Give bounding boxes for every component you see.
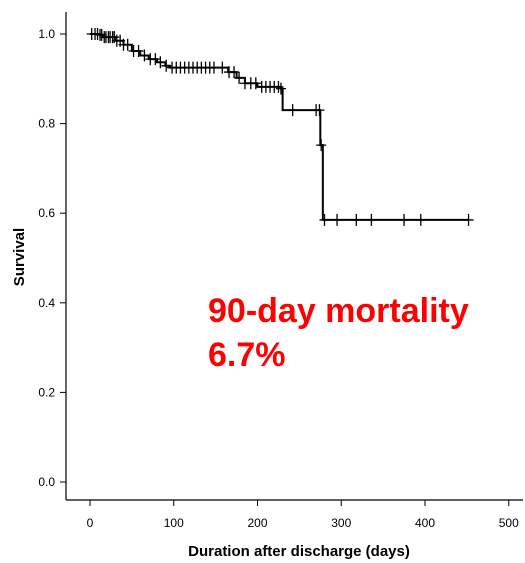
censor-mark [155,56,166,69]
censor-mark [92,28,103,40]
censor-mark [217,61,228,74]
censor-mark [351,213,362,226]
censor-mark [463,213,474,226]
censor-mark [96,28,107,41]
censor-mark [316,139,327,152]
censor-mark [150,53,161,66]
x-axis-title: Duration after discharge (days) [188,543,410,560]
x-tick-label: 100 [164,516,184,530]
y-tick-label: 0.2 [38,385,55,399]
censor-mark [122,38,133,51]
censor-mark [319,213,330,226]
series-layer [86,28,474,226]
censor-mark [273,80,284,93]
y-tick-label: 1.0 [38,27,55,41]
mortality-annotation-line2: 6.7% [208,336,286,374]
censor-mark [229,66,240,79]
censor-mark [250,77,261,90]
x-tick-label: 200 [247,516,267,530]
x-tick-label: 500 [499,516,519,530]
y-ticks: 0.0 0.2 0.4 0.6 0.8 1.0 [38,27,66,489]
mortality-annotation-line1: 90-day mortality [208,292,469,330]
censor-mark [275,82,286,95]
y-tick-label: 0.8 [38,117,55,131]
censor-mark [139,49,150,62]
x-ticks: 0 100 200 300 400 500 [87,500,519,530]
censor-mark [332,213,343,226]
survival-step-line [90,33,469,221]
x-tick-label: 300 [331,516,351,530]
y-tick-label: 0.6 [38,206,55,220]
censor-mark [133,45,144,58]
x-tick-label: 400 [415,516,435,530]
censor-mark [366,213,377,226]
censor-mark [314,104,325,117]
censor-mark [234,71,245,84]
censor-mark [399,213,410,226]
censor-mark [287,104,298,117]
y-tick-label: 0.0 [38,475,55,489]
censor-mark [208,61,219,74]
y-axis-title: Survival [11,228,28,286]
censor-mark [415,213,426,226]
y-tick-label: 0.4 [38,296,55,310]
censor-mark [161,59,172,72]
x-tick-label: 0 [87,516,94,530]
